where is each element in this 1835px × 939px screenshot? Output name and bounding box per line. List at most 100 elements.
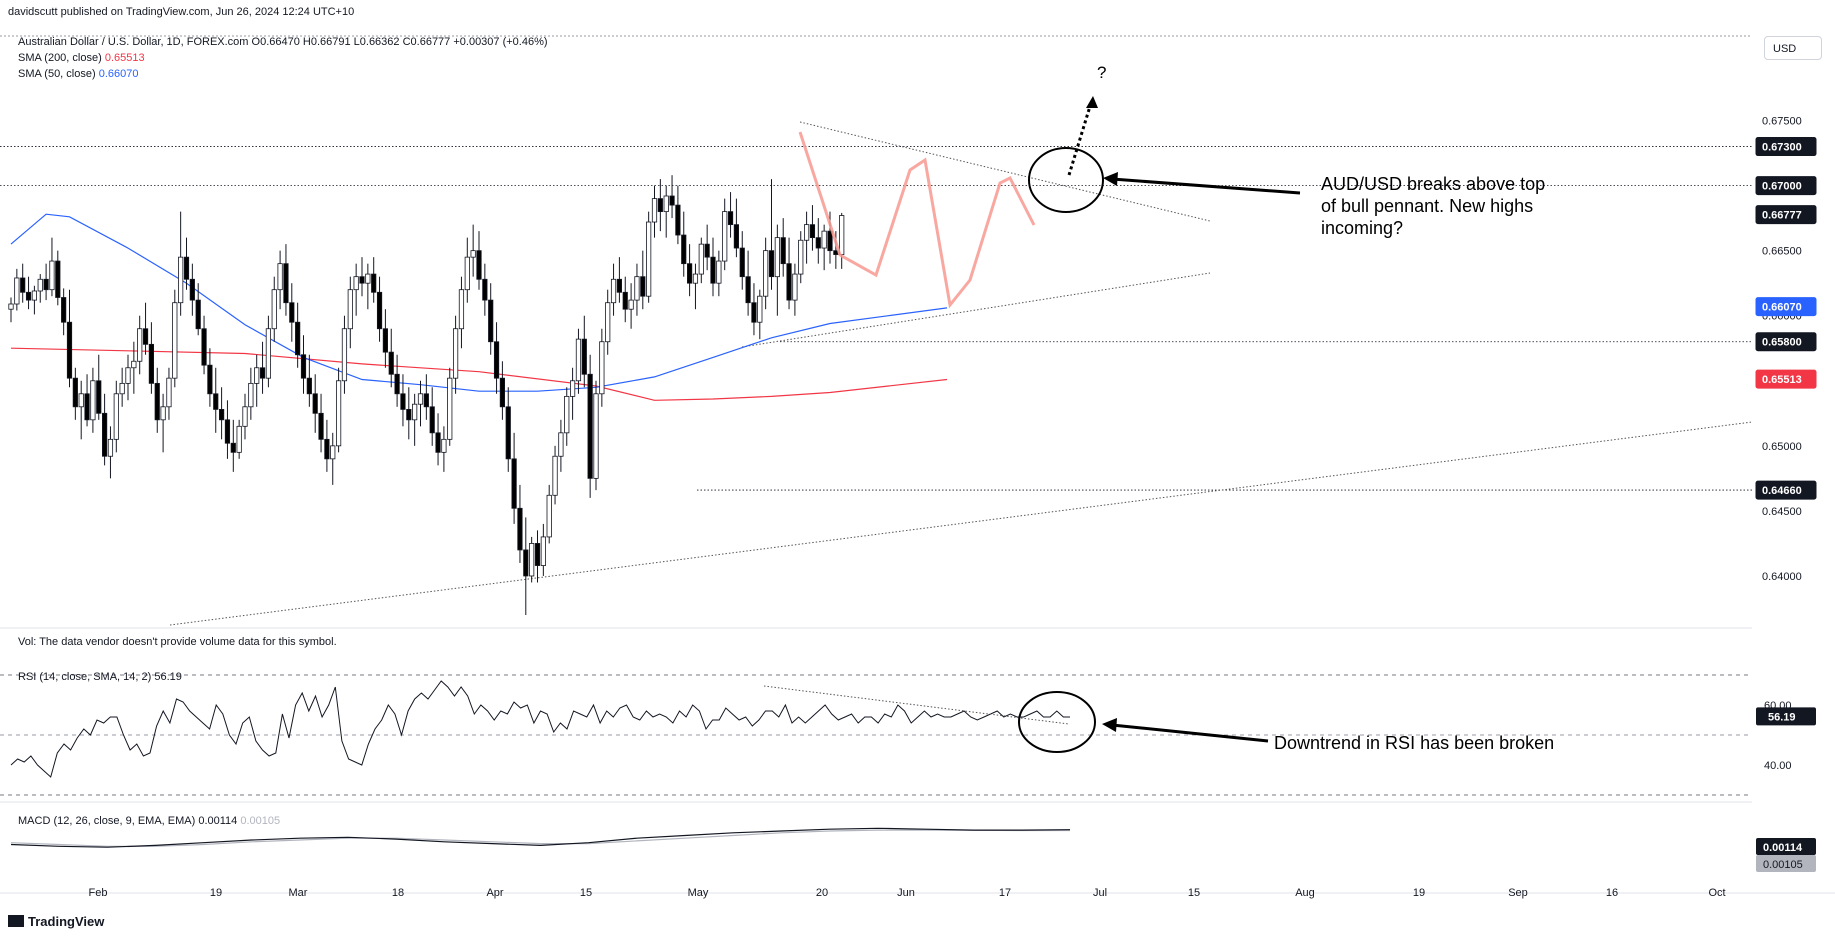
candle-body	[160, 406, 166, 421]
candle-body	[341, 328, 348, 382]
candle-body	[768, 250, 775, 278]
candle-body	[634, 276, 640, 301]
candle-body	[55, 260, 61, 298]
candle-body	[687, 263, 693, 284]
candle-body	[640, 276, 646, 297]
candle-body	[815, 237, 821, 249]
candle-body	[821, 230, 827, 249]
candle-body	[774, 237, 780, 278]
candle-body	[593, 393, 599, 479]
candle-body	[277, 263, 283, 291]
candle-body	[839, 215, 845, 255]
sma200-value: 0.65513	[104, 52, 145, 64]
candle-body	[330, 445, 336, 460]
rsi-legend[interactable]: RSI (14, close, SMA, 14, 2) 56.19	[18, 671, 182, 683]
macd-value1-label: 0.00114	[1763, 842, 1803, 854]
price-tick-label: 0.66500	[1762, 246, 1802, 258]
time-axis-label: Oct	[1708, 887, 1725, 899]
candle-body	[324, 438, 330, 460]
candle-body	[189, 278, 195, 301]
candle-body	[394, 373, 400, 395]
candle-body	[663, 195, 669, 213]
time-axis-label: 19	[1413, 887, 1425, 899]
candle-body	[172, 302, 178, 379]
candle-body	[523, 549, 529, 577]
sma200-label: SMA (200, close)	[18, 52, 102, 64]
candle-body	[534, 543, 541, 566]
candle-body	[628, 299, 634, 310]
candle-body	[43, 278, 49, 291]
sma50-label: SMA (50, close)	[18, 68, 96, 80]
candle-body	[166, 377, 172, 408]
candle-body	[458, 289, 465, 330]
candle-body	[780, 237, 786, 265]
rsi-line	[10, 680, 1070, 778]
candle-body	[61, 297, 67, 323]
symbol-line: Australian Dollar / U.S. Dollar, 1D, FOR…	[18, 36, 548, 48]
candle-body	[148, 343, 154, 384]
candle-body	[318, 412, 324, 440]
candle-body	[406, 409, 412, 421]
candle-body	[464, 256, 470, 291]
tradingview-logo-icon	[8, 915, 24, 927]
price-tick-label: 0.64500	[1762, 506, 1802, 518]
candle-body	[552, 455, 558, 496]
candle-body	[692, 273, 699, 284]
tradingview-logo[interactable]: TradingView	[8, 914, 104, 929]
candle-body	[283, 263, 289, 304]
macd-value2-label: 0.00105	[1763, 859, 1803, 871]
time-axis-label: 20	[816, 887, 828, 899]
price-tick-label: 0.64000	[1762, 571, 1802, 583]
candle-body	[733, 224, 740, 249]
candle-body	[722, 211, 728, 262]
macd-value2-text: 0.00105	[240, 815, 281, 827]
candle-body	[570, 380, 576, 397]
macd-line	[10, 827, 1071, 848]
candle-body	[511, 458, 517, 509]
candle-body	[423, 393, 429, 408]
sma50-legend[interactable]: SMA (50, close) 0.66070	[18, 68, 138, 80]
candle-body	[540, 536, 546, 566]
candle-body	[452, 328, 459, 379]
candle-body	[113, 393, 119, 440]
candle-body	[365, 273, 371, 284]
currency-selector[interactable]: USD	[1764, 36, 1822, 60]
candle-body	[599, 341, 605, 395]
sma200-legend[interactable]: SMA (200, close) 0.65513	[18, 52, 145, 64]
rsi-circle	[1018, 691, 1096, 753]
candle-body	[710, 256, 716, 284]
pennant-lower-line	[741, 272, 1211, 348]
candle-body	[575, 338, 582, 382]
macd-legend[interactable]: MACD (12, 26, close, 9, EMA, EMA) 0.0011…	[18, 815, 280, 827]
candle-body	[827, 230, 833, 252]
candle-body	[347, 289, 353, 330]
long-support-line	[169, 421, 1753, 626]
tradingview-wordmark: TradingView	[28, 914, 105, 929]
breakout-annotation: AUD/USD breaks above top of bull pennant…	[1321, 174, 1546, 238]
candle-body	[605, 302, 611, 343]
macd-value1-box	[1756, 838, 1816, 855]
candle-body	[786, 263, 792, 301]
candle-body	[178, 256, 184, 304]
time-axis-label: 15	[1188, 887, 1200, 899]
arrowhead-icon	[1103, 172, 1118, 186]
candle-body	[359, 276, 365, 284]
candle-body	[581, 338, 587, 375]
candle-body	[271, 289, 277, 330]
candle-body	[84, 393, 90, 421]
candle-body	[412, 403, 418, 421]
candle-body	[447, 377, 453, 440]
candle-body	[681, 234, 687, 265]
price-tick-label: 0.65000	[1762, 441, 1802, 453]
rsi-label: RSI (14, close, SMA, 14, 2)	[18, 671, 152, 683]
sma50-value: 0.66070	[98, 68, 139, 80]
time-axis-label: Jul	[1093, 887, 1107, 899]
macd-signal-line	[10, 829, 1070, 847]
candle-body	[488, 299, 494, 343]
candle-body	[388, 351, 394, 375]
candle-body	[751, 302, 757, 323]
candle-body	[102, 412, 108, 457]
candle-body	[300, 354, 307, 379]
candle-body	[669, 195, 675, 206]
